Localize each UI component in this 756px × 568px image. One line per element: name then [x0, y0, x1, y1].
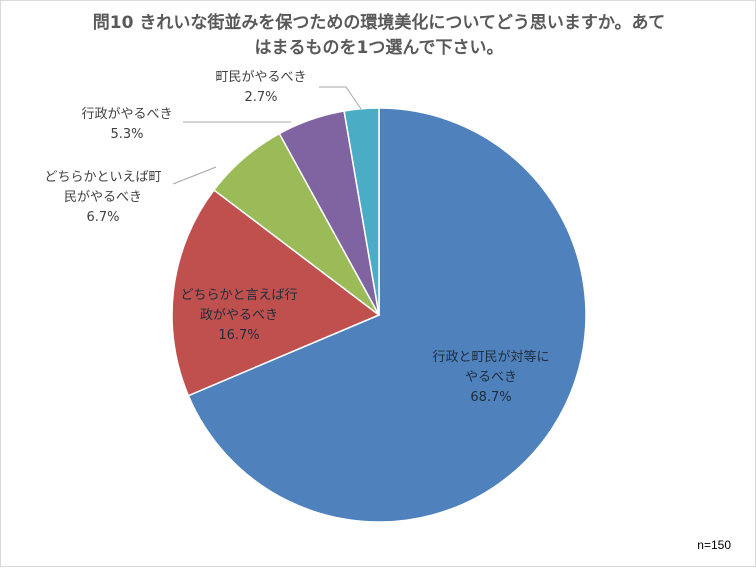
leader-line-resident-leaning: [172, 166, 217, 185]
data-label-gov-leaning: どちらかと言えば行政がやるべき 16.7%: [180, 288, 297, 343]
data-label-gov: 行政がやるべき 5.3%: [81, 107, 172, 142]
data-label-residents: 町民がやるべき 2.7%: [215, 70, 306, 105]
chart-title-line-1: 問10 きれいな街並みを保つための環境美化についてどう思いますか。あて: [92, 13, 666, 33]
chart-title-line-2: はまるものを1つ選んで下さい。: [254, 38, 504, 58]
pie-slice-residents: [343, 107, 380, 316]
sample-size-note: n=150: [697, 538, 731, 552]
pie-slice-equal: [187, 107, 587, 523]
pie-slice-gov-leaning: [171, 188, 381, 397]
data-label-resident-leaning: どちらかといえば町民がやるべき 6.7%: [44, 170, 161, 225]
leader-line-residents: [319, 86, 362, 110]
chart-title: 問10 きれいな街並みを保つための環境美化についてどう思いますか。あて はまるも…: [61, 11, 697, 61]
data-label-equal: 行政と町民が対等にやるべき 68.7%: [432, 349, 549, 405]
